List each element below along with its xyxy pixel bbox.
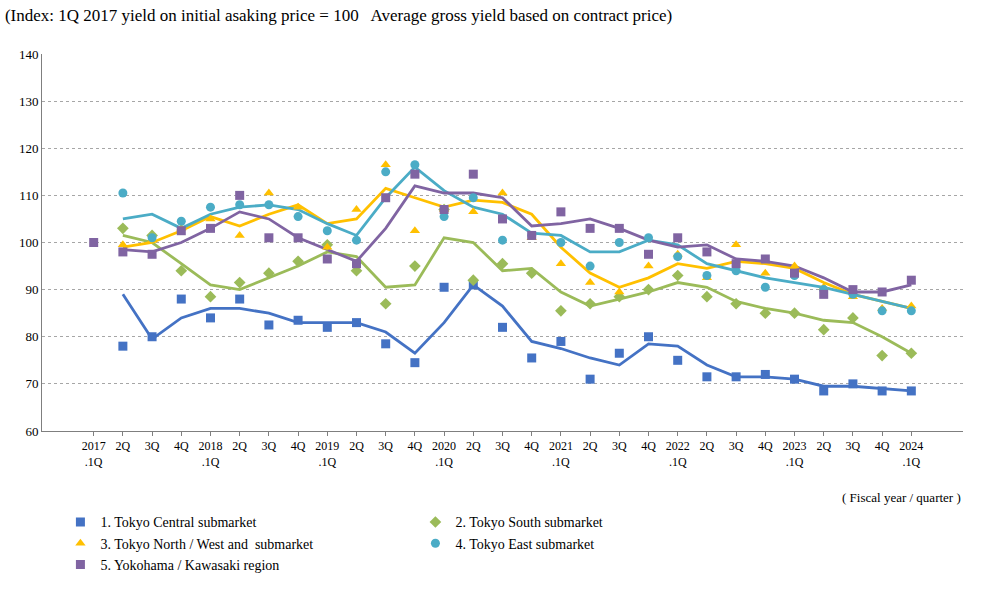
svg-text:1. Tokyo Central submarket: 1. Tokyo Central submarket [100, 515, 256, 530]
svg-text:2Q: 2Q [116, 439, 131, 453]
svg-text:3Q: 3Q [846, 439, 861, 453]
svg-text:120: 120 [19, 141, 39, 156]
svg-text:2Q: 2Q [466, 439, 481, 453]
svg-text:2Q: 2Q [700, 439, 715, 453]
svg-text:60: 60 [25, 424, 38, 439]
svg-text:3Q: 3Q [262, 439, 277, 453]
svg-text:3Q: 3Q [378, 439, 393, 453]
svg-text:2022.1Q: 2022.1Q [666, 439, 690, 469]
svg-text:3Q: 3Q [612, 439, 627, 453]
svg-text:3Q: 3Q [145, 439, 160, 453]
svg-text:4Q: 4Q [291, 439, 306, 453]
svg-text:4Q: 4Q [174, 439, 189, 453]
svg-text:2018.1Q: 2018.1Q [198, 439, 222, 469]
svg-text:( Fiscal year / quarter ): ( Fiscal year / quarter ) [842, 490, 961, 505]
svg-text:100: 100 [19, 235, 39, 250]
svg-text:4Q: 4Q [408, 439, 423, 453]
svg-text:3Q: 3Q [729, 439, 744, 453]
svg-text:4. Tokyo East submarket: 4. Tokyo East submarket [455, 537, 594, 552]
svg-text:2021.1Q: 2021.1Q [549, 439, 573, 469]
svg-text:130: 130 [19, 94, 39, 109]
svg-text:3. Tokyo North / West and sub: 3. Tokyo North / West and submarket [100, 537, 313, 552]
svg-text:(Index: 1Q 2017 yield on initi: (Index: 1Q 2017 yield on initial asaking… [5, 6, 672, 25]
svg-text:80: 80 [25, 329, 38, 344]
svg-text:5. Yokohama / Kawasaki region: 5. Yokohama / Kawasaki region [100, 558, 279, 573]
svg-text:2024.1Q: 2024.1Q [899, 439, 923, 469]
svg-text:3Q: 3Q [495, 439, 510, 453]
svg-text:4Q: 4Q [875, 439, 890, 453]
svg-text:2023.1Q: 2023.1Q [783, 439, 807, 469]
svg-text:2Q: 2Q [583, 439, 598, 453]
svg-text:2. Tokyo South submarket: 2. Tokyo South submarket [455, 515, 602, 530]
svg-text:2Q: 2Q [232, 439, 247, 453]
svg-text:140: 140 [19, 47, 39, 62]
svg-text:4Q: 4Q [524, 439, 539, 453]
svg-text:2020.1Q: 2020.1Q [432, 439, 456, 469]
svg-text:2Q: 2Q [349, 439, 364, 453]
svg-text:2017.1Q: 2017.1Q [82, 439, 106, 469]
svg-text:4Q: 4Q [641, 439, 656, 453]
svg-text:70: 70 [25, 376, 38, 391]
svg-text:90: 90 [25, 282, 38, 297]
svg-text:2Q: 2Q [816, 439, 831, 453]
svg-text:4Q: 4Q [758, 439, 773, 453]
svg-text:2019.1Q: 2019.1Q [315, 439, 339, 469]
svg-text:110: 110 [19, 188, 38, 203]
